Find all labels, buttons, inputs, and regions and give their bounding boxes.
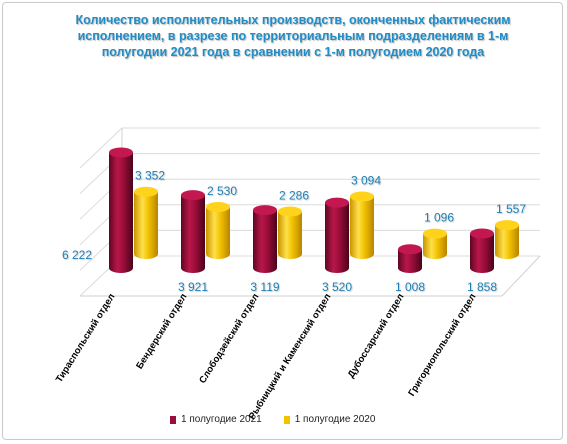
value-label-2021: 3 921 [178,280,208,294]
legend-item-2020: 1 полугодие 2020 [283,414,376,425]
value-label-2020: 3 094 [351,174,381,188]
legend-label-2020: 1 полугодие 2020 [294,414,376,425]
bars [109,147,519,273]
legend-item-2021: 1 полугодие 2021 [170,414,262,425]
value-label-2021: 6 222 [62,248,92,262]
legend-label-2021: 1 полугодие 2021 [181,414,262,425]
value-label-2021: 1 858 [467,280,497,294]
bar-2021 [181,190,205,273]
bar-2020 [423,228,447,259]
category-label: Рыбницкий и Каменский отдел [247,292,334,422]
bar-2020 [278,206,302,259]
bar-2020 [495,220,519,259]
legend-swatch-2020 [283,415,290,424]
value-label-2020: 2 286 [279,189,309,203]
value-label-2020: 3 352 [135,169,165,183]
category-label: Дубоссарский отдел [346,292,407,380]
value-labels: 3 352 6 222 2 530 3 921 2 286 3 119 3 094 3 520… [62,169,526,294]
gridline-side [79,127,123,169]
legend-swatch-2021 [170,415,176,424]
value-label-2021: 1 008 [395,280,425,294]
floor-right-edge [501,255,541,297]
category-label: Тираспольский отдел [54,292,118,385]
category-label: Слободзейский отдел [197,292,261,386]
bar-2021 [109,147,133,273]
value-label-2020: 1 096 [424,211,454,225]
bar-2020 [350,191,374,259]
value-label-2020: 1 557 [496,202,526,216]
category-labels: Тираспольский отдел Бендерский отдел Слобо… [54,292,479,422]
value-label-2021: 3 520 [322,280,352,294]
value-label-2020: 2 530 [207,184,237,198]
bar-2021 [253,205,277,273]
category-label: Бендерский отдел [134,292,189,371]
legend: 1 полугодие 2021 1 полугодие 2020 [170,414,397,425]
bar-2020 [134,186,158,259]
chart-title: Количество исполнительных производств, о… [75,13,511,59]
value-label-2021: 3 119 [250,280,279,294]
bar-2021 [325,197,349,273]
category-label: Григориопольский отдел [406,292,478,399]
bar-2020 [206,202,230,259]
bar-2021 [398,244,422,273]
bar-2021 [470,228,494,273]
